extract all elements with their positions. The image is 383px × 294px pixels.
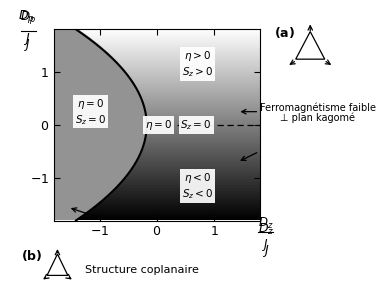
Text: $J$: $J$ <box>262 237 269 253</box>
Text: $D_p$: $D_p$ <box>20 9 36 26</box>
Text: $\mathbf{(a)}$: $\mathbf{(a)}$ <box>274 25 295 40</box>
Text: Ferromagnétisme faible: Ferromagnétisme faible <box>260 102 376 113</box>
Text: $J$: $J$ <box>25 37 31 53</box>
Text: $J$: $J$ <box>23 31 31 47</box>
Text: $\eta = 0$
$S_z = 0$: $\eta = 0$ $S_z = 0$ <box>75 97 106 127</box>
Text: $\mathbf{(b)}$: $\mathbf{(b)}$ <box>21 248 43 263</box>
Text: $D_z$: $D_z$ <box>258 216 273 231</box>
Text: $J$: $J$ <box>262 243 270 258</box>
Text: Structure coplanaire: Structure coplanaire <box>85 265 199 275</box>
Text: $\eta > 0$
$S_z > 0$: $\eta > 0$ $S_z > 0$ <box>182 49 213 79</box>
Text: $S_z = 0$: $S_z = 0$ <box>180 118 212 132</box>
Text: $D_p$: $D_p$ <box>18 8 35 25</box>
Text: $D_z$: $D_z$ <box>258 222 274 237</box>
Text: $\eta = 0$: $\eta = 0$ <box>145 118 172 132</box>
Text: $\eta < 0$
$S_z < 0$: $\eta < 0$ $S_z < 0$ <box>182 171 213 201</box>
Text: ⊥ plan kagomé: ⊥ plan kagomé <box>280 112 355 123</box>
